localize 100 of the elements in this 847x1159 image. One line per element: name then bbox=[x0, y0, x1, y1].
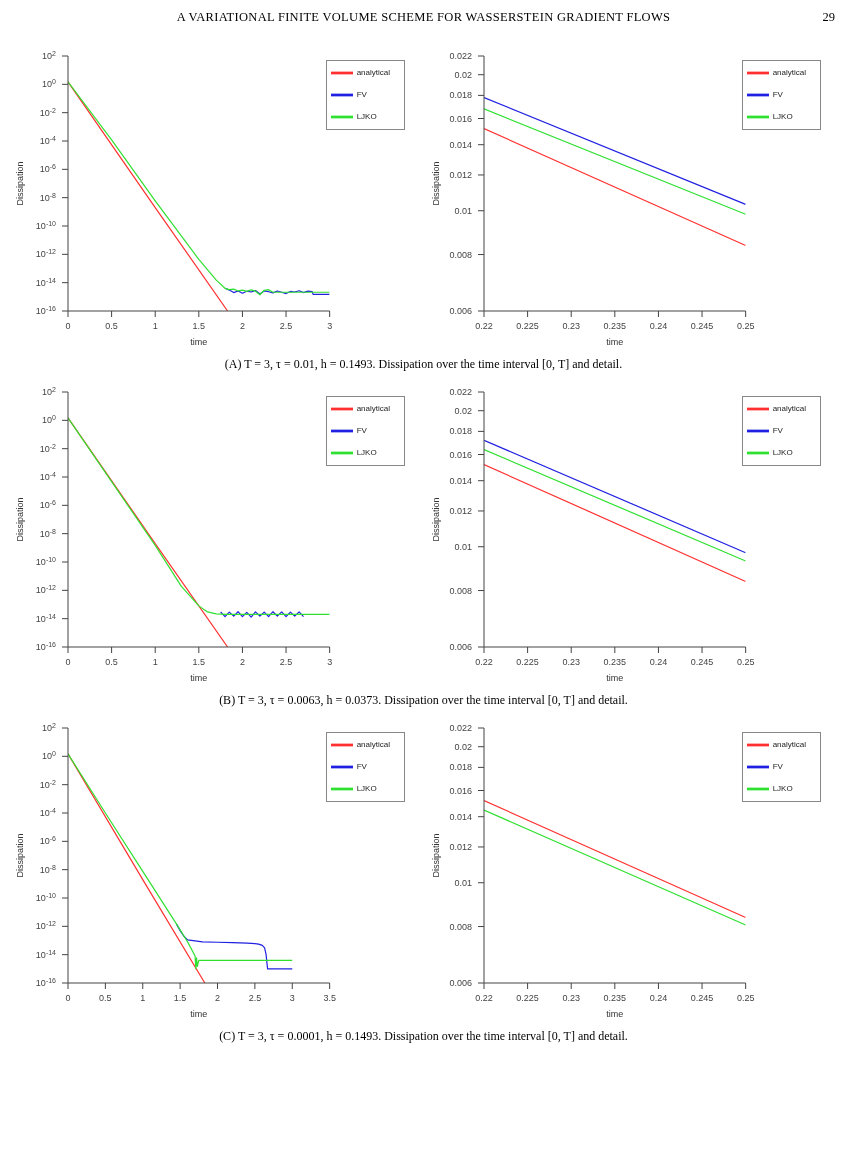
y-tick-label: 0.016 bbox=[449, 113, 472, 124]
y-axis-title: Dissipation bbox=[15, 161, 26, 206]
x-tick-label: 0.235 bbox=[603, 993, 627, 1003]
x-tick-label: 0.24 bbox=[649, 657, 668, 667]
x-tick-label: 0.5 bbox=[99, 993, 112, 1003]
x-tick-label: 1.5 bbox=[192, 321, 206, 331]
x-tick-label: 0.245 bbox=[690, 321, 714, 331]
y-tick-label: 0.008 bbox=[449, 921, 472, 932]
x-tick-label: 2 bbox=[239, 321, 245, 331]
legend-label: LJKO bbox=[356, 112, 377, 122]
legend-label: analytical bbox=[772, 68, 806, 78]
x-tick-label: 1 bbox=[140, 993, 146, 1003]
y-tick-label: 0.008 bbox=[449, 249, 472, 260]
x-axis-title: time bbox=[606, 1009, 624, 1019]
y-tick-label: 10$^{0}$ bbox=[42, 413, 57, 426]
x-tick-label: 2.5 bbox=[248, 993, 262, 1003]
x-tick-label: 3 bbox=[327, 321, 333, 331]
line-series bbox=[68, 417, 330, 615]
y-tick-label: 10$^{-12}$ bbox=[35, 583, 57, 596]
y-tick-label: 10$^{-10}$ bbox=[35, 555, 57, 567]
x-tick-label: 1 bbox=[152, 321, 158, 331]
y-tick-label: 10$^{-14}$ bbox=[35, 276, 57, 288]
y-tick-label: 10$^{2}$ bbox=[42, 721, 57, 733]
y-tick-label: 0.01 bbox=[454, 205, 472, 216]
legend-label: analytical bbox=[356, 404, 390, 414]
x-axis-title: time bbox=[606, 337, 624, 347]
y-tick-label: 0.014 bbox=[449, 139, 472, 150]
y-tick-label: 0.018 bbox=[449, 426, 472, 437]
y-tick-label: 0.02 bbox=[454, 69, 472, 80]
y-tick-label: 10$^{-2}$ bbox=[39, 442, 57, 454]
legend-label: FV bbox=[356, 426, 367, 436]
y-tick-label: 10$^{-10}$ bbox=[35, 891, 57, 903]
line-series bbox=[224, 287, 330, 295]
y-axis-title: Dissipation bbox=[15, 497, 26, 542]
y-tick-label: 10$^{-8}$ bbox=[39, 527, 57, 539]
x-axis-title: time bbox=[190, 337, 208, 347]
x-tick-label: 3.5 bbox=[323, 993, 336, 1003]
y-tick-label: 10$^{-10}$ bbox=[35, 219, 57, 231]
legend-label: analytical bbox=[772, 404, 806, 414]
y-tick-label: 0.016 bbox=[449, 449, 472, 460]
x-tick-label: 0.24 bbox=[649, 993, 668, 1003]
x-tick-label: 0.22 bbox=[475, 993, 493, 1003]
y-tick-label: 0.02 bbox=[454, 741, 472, 752]
y-tick-label: 0.006 bbox=[449, 306, 472, 316]
y-tick-label: 0.022 bbox=[449, 387, 472, 397]
text: A VARIATIONAL FINITE VOLUME SCHEME FOR WASSERSTEIN GRADIENT FLOWS bbox=[176, 10, 671, 24]
x-tick-label: 0.235 bbox=[603, 321, 627, 331]
text: 29 bbox=[822, 10, 835, 25]
y-tick-label: 10$^{2}$ bbox=[42, 385, 57, 397]
y-tick-label: 0.012 bbox=[449, 505, 472, 516]
x-tick-label: 0.225 bbox=[516, 657, 539, 667]
line-series bbox=[68, 753, 293, 970]
x-tick-label: 0.5 bbox=[105, 657, 118, 667]
y-tick-label: 10$^{-6}$ bbox=[39, 162, 57, 175]
line-series bbox=[68, 81, 330, 296]
y-tick-label: 0.022 bbox=[449, 723, 472, 733]
legend-label: FV bbox=[356, 762, 367, 772]
y-tick-label: 10$^{-4}$ bbox=[39, 134, 57, 146]
x-tick-label: 0.245 bbox=[690, 993, 714, 1003]
text: (B) T = 3, τ = 0.0063, h = 0.0373. Dissipation over the time interval [0, T] and detail. bbox=[218, 693, 629, 708]
x-tick-label: 2 bbox=[215, 993, 221, 1003]
x-tick-label: 1.5 bbox=[192, 657, 206, 667]
legend-label: LJKO bbox=[356, 784, 377, 794]
x-tick-label: 0.25 bbox=[736, 321, 755, 331]
legend-label: FV bbox=[772, 90, 783, 100]
y-tick-label: 0.012 bbox=[449, 841, 472, 852]
y-tick-label: 0.008 bbox=[449, 585, 472, 596]
y-tick-label: 10$^{-8}$ bbox=[39, 191, 57, 203]
y-tick-label: 0.01 bbox=[454, 877, 472, 888]
y-tick-label: 10$^{-16}$ bbox=[35, 304, 57, 316]
y-tick-label: 10$^{0}$ bbox=[42, 77, 57, 90]
x-axis-title: time bbox=[606, 673, 624, 683]
y-tick-label: 0.02 bbox=[454, 405, 472, 416]
x-tick-label: 0.225 bbox=[516, 993, 539, 1003]
x-axis-title: time bbox=[190, 1009, 208, 1019]
legend-label: LJKO bbox=[356, 448, 377, 458]
x-tick-label: 0.245 bbox=[690, 657, 714, 667]
y-tick-label: 10$^{-8}$ bbox=[39, 863, 57, 875]
x-tick-label: 2.5 bbox=[279, 657, 293, 667]
y-tick-label: 10$^{-2}$ bbox=[39, 778, 57, 790]
y-tick-label: 10$^{2}$ bbox=[42, 49, 57, 61]
y-axis-title: Dissipation bbox=[15, 833, 26, 878]
y-tick-label: 0.006 bbox=[449, 642, 472, 652]
y-tick-label: 10$^{-16}$ bbox=[35, 640, 57, 652]
y-tick-label: 0.016 bbox=[449, 785, 472, 796]
x-tick-label: 2 bbox=[239, 657, 245, 667]
y-tick-label: 0.01 bbox=[454, 541, 472, 552]
y-tick-label: 0.006 bbox=[449, 978, 472, 988]
x-tick-label: 1 bbox=[152, 657, 158, 667]
x-tick-label: 0.24 bbox=[649, 321, 668, 331]
y-tick-label: 10$^{-12}$ bbox=[35, 247, 57, 260]
y-tick-label: 10$^{-2}$ bbox=[39, 106, 57, 118]
text: (A) T = 3, τ = 0.01, h = 0.1493. Dissipation over the time interval [0, T] and detail. bbox=[223, 357, 624, 372]
x-tick-label: 0.22 bbox=[475, 321, 493, 331]
y-tick-label: 0.022 bbox=[449, 51, 472, 61]
y-axis-title: Dissipation bbox=[431, 497, 442, 542]
x-tick-label: 0.23 bbox=[562, 657, 580, 667]
legend-label: analytical bbox=[772, 740, 806, 750]
y-tick-label: 10$^{-4}$ bbox=[39, 806, 57, 818]
x-tick-label: 0.25 bbox=[736, 657, 755, 667]
